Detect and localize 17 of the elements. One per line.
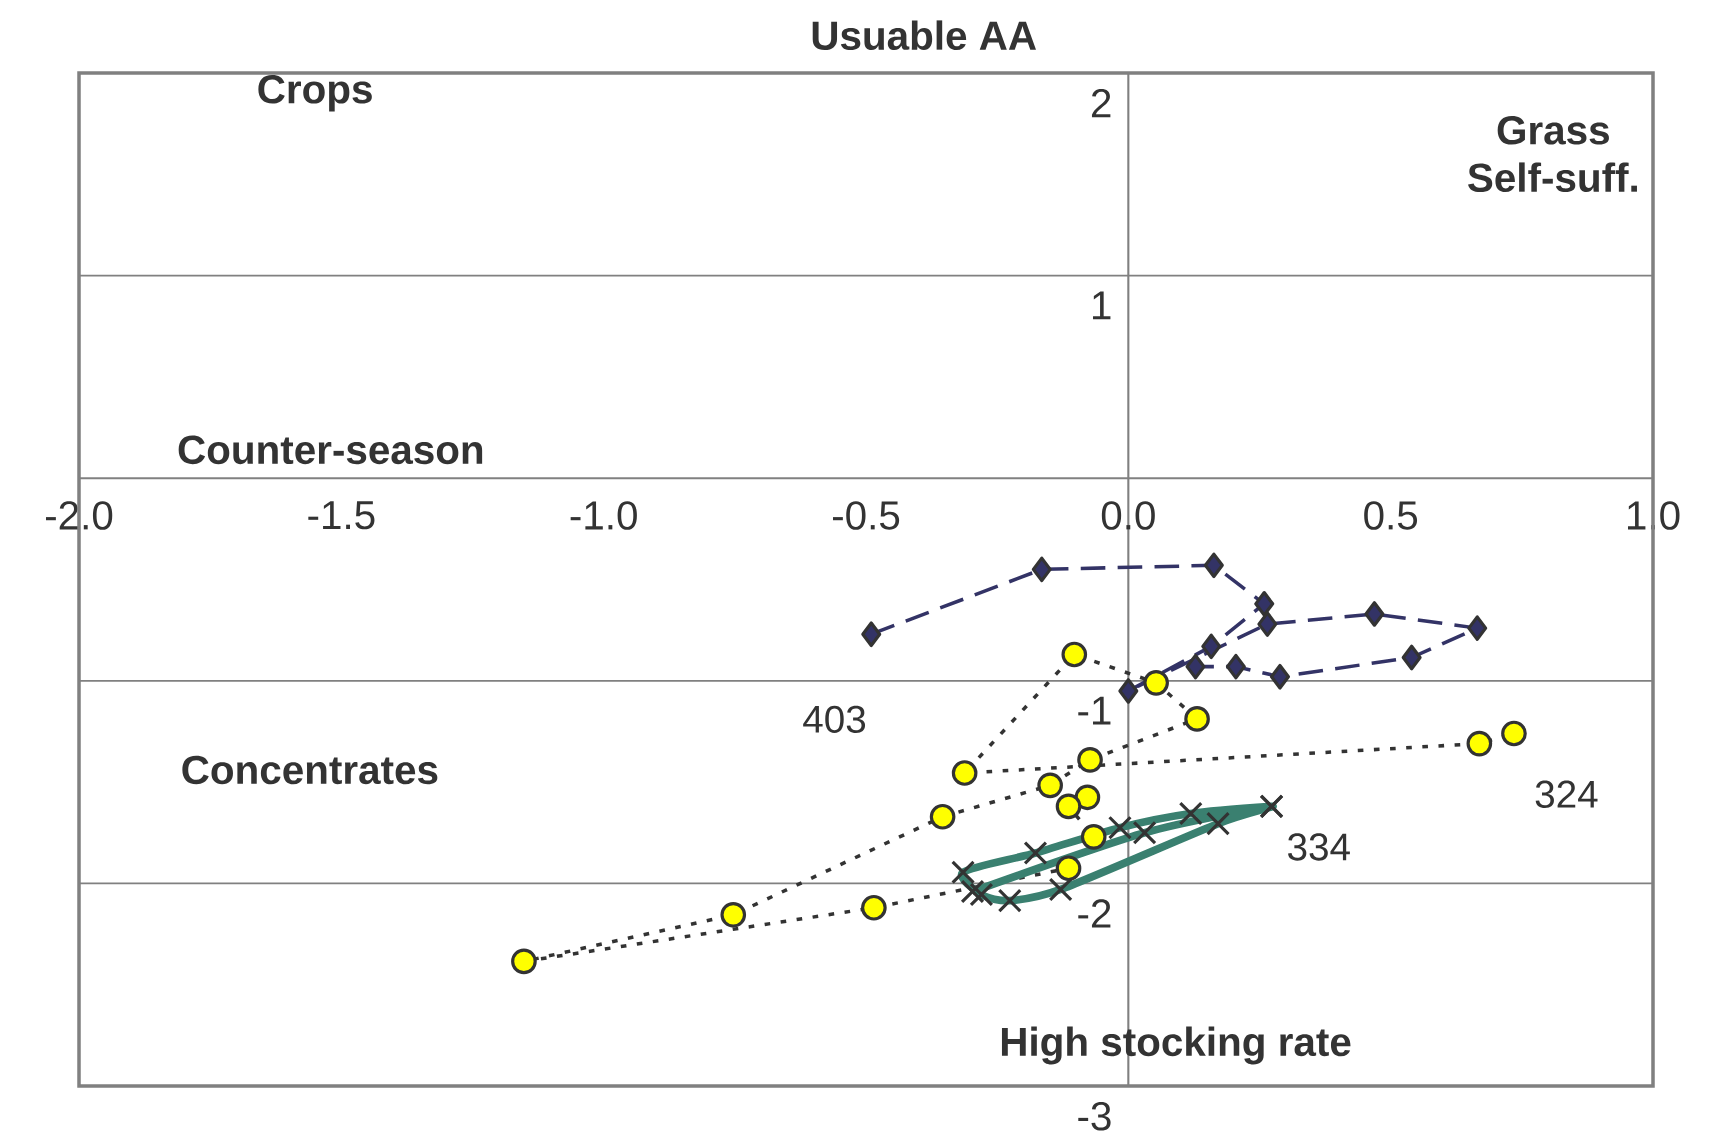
y-tick-label: 1 (1093, 291, 1111, 320)
x-tick-label: 0.5 (1364, 501, 1418, 530)
y-tick-label: 2 (1091, 88, 1111, 118)
x-tick-label: -1.5 (308, 501, 375, 530)
series-label: 324 (1535, 780, 1598, 808)
annotation: Grass Self-suff. (1468, 116, 1637, 193)
x-tick-label: -1.0 (570, 501, 637, 530)
y-tick-label: -1 (1078, 696, 1111, 725)
x-tick-label: -0.5 (833, 501, 900, 530)
y-tick-label: -3 (1078, 1101, 1111, 1131)
annotation: Crops (258, 74, 372, 112)
y-axis-title: Usuable AA (812, 20, 1037, 51)
series-label: 334 (1288, 833, 1350, 861)
series-label: 403 (803, 705, 866, 733)
annotation: Counter-season (178, 435, 483, 465)
annotation: Concentrates (182, 755, 438, 785)
y-tick-label: -2 (1078, 899, 1111, 928)
